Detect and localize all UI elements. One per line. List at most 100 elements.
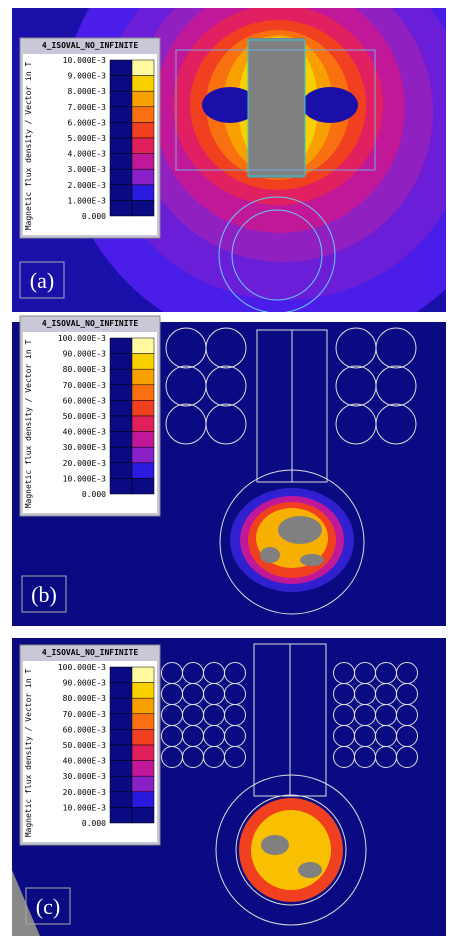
legend-level: 40.000E-3 <box>63 757 107 766</box>
legend-swatch <box>132 463 154 479</box>
legend-swatch <box>132 714 154 730</box>
legend-level: 70.000E-3 <box>63 710 107 719</box>
panel-label: (c) <box>36 894 60 919</box>
legend-swatch <box>132 91 154 107</box>
legend-swatch <box>132 76 154 92</box>
legend-level: 0.000 <box>82 212 106 221</box>
panel-label: (a) <box>30 268 54 293</box>
legend-swatch-dark <box>110 447 132 463</box>
legend-level: 4.000E-3 <box>67 150 106 159</box>
legend-swatch-dark <box>110 729 132 745</box>
legend-swatch <box>132 122 154 138</box>
legend-level: 1.000E-3 <box>67 196 106 205</box>
legend-swatch-dark <box>110 792 132 808</box>
legend-swatch-dark <box>110 60 132 76</box>
legend-swatch-dark <box>110 122 132 138</box>
legend-swatch-dark <box>110 463 132 479</box>
legend-swatch <box>132 683 154 699</box>
legend-title: 4_ISOVAL_NO_INFINITE <box>42 41 139 50</box>
legend-swatch <box>132 185 154 201</box>
legend-level: 50.000E-3 <box>63 412 107 421</box>
legend-level: 5.000E-3 <box>67 134 106 143</box>
legend-swatch-dark <box>110 185 132 201</box>
legend-title: 4_ISOVAL_NO_INFINITE <box>42 648 139 657</box>
legend-swatch <box>132 416 154 432</box>
legend-swatch-dark <box>110 354 132 370</box>
legend-swatch-dark <box>110 698 132 714</box>
legend-level: 80.000E-3 <box>63 365 107 374</box>
legend-swatch <box>132 478 154 494</box>
legend-level: 20.000E-3 <box>63 459 107 468</box>
legend-level: 50.000E-3 <box>63 741 107 750</box>
legend-level: 20.000E-3 <box>63 788 107 797</box>
legend-level: 100.000E-3 <box>58 334 106 343</box>
legend-swatch <box>132 107 154 123</box>
legend-level: 30.000E-3 <box>63 772 107 781</box>
legend-swatch-dark <box>110 200 132 216</box>
legend-swatch-dark <box>110 761 132 777</box>
legend-swatch-dark <box>110 400 132 416</box>
legend-swatch <box>132 154 154 170</box>
legend-level: 3.000E-3 <box>67 165 106 174</box>
legend-level: 90.000E-3 <box>63 679 107 688</box>
legend-level: 6.000E-3 <box>67 118 106 127</box>
legend-swatch-dark <box>110 478 132 494</box>
legend-axis-label: Magnetic flux density / Vector in T <box>24 669 33 838</box>
legend-swatch-dark <box>110 416 132 432</box>
legend-swatch-dark <box>110 714 132 730</box>
legend-level: 8.000E-3 <box>67 87 106 96</box>
legend-level: 30.000E-3 <box>63 443 107 452</box>
legend-swatch-dark <box>110 745 132 761</box>
legend-swatch-dark <box>110 807 132 823</box>
legend-swatch <box>132 369 154 385</box>
legend-level: 9.000E-3 <box>67 72 106 81</box>
legend-swatch-dark <box>110 369 132 385</box>
legend-swatch-dark <box>110 91 132 107</box>
legend-swatch <box>132 667 154 683</box>
legend-swatch-dark <box>110 107 132 123</box>
legend-swatch <box>132 792 154 808</box>
legend-swatch-dark <box>110 138 132 154</box>
legend-level: 90.000E-3 <box>63 350 107 359</box>
legend-swatch <box>132 698 154 714</box>
legend-level: 40.000E-3 <box>63 428 107 437</box>
legend-swatch-dark <box>110 169 132 185</box>
legend-level: 60.000E-3 <box>63 396 107 405</box>
legend-level: 100.000E-3 <box>58 663 106 672</box>
legend-level: 10.000E-3 <box>63 56 107 65</box>
legend-level: 70.000E-3 <box>63 381 107 390</box>
legend-swatch <box>132 354 154 370</box>
legend-swatch <box>132 60 154 76</box>
legend-swatch <box>132 776 154 792</box>
figure: 4_ISOVAL_NO_INFINITE Magnetic flux densit… <box>0 0 454 939</box>
legend-swatch <box>132 729 154 745</box>
legend-level: 0.000 <box>82 490 106 499</box>
legend-level: 2.000E-3 <box>67 181 106 190</box>
legend-swatch <box>132 447 154 463</box>
legend-level: 60.000E-3 <box>63 725 107 734</box>
legend-swatch-dark <box>110 385 132 401</box>
legend-swatch <box>132 400 154 416</box>
legend-swatch-dark <box>110 76 132 92</box>
legend-level: 80.000E-3 <box>63 694 107 703</box>
legend-swatch <box>132 200 154 216</box>
legend-swatch <box>132 138 154 154</box>
legend-swatch <box>132 432 154 448</box>
legend-swatch-dark <box>110 154 132 170</box>
legend-level: 0.000 <box>82 819 106 828</box>
legend-swatch <box>132 385 154 401</box>
legend-axis-label: Magnetic flux density / Vector in T <box>24 340 33 509</box>
legend-swatch <box>132 338 154 354</box>
legend-swatch <box>132 745 154 761</box>
legend-swatch <box>132 807 154 823</box>
legend-swatch <box>132 761 154 777</box>
legend-swatch-dark <box>110 338 132 354</box>
legend-level: 7.000E-3 <box>67 103 106 112</box>
legend-level: 10.000E-3 <box>63 474 107 483</box>
legend-level: 10.000E-3 <box>63 803 107 812</box>
legends: 4_ISOVAL_NO_INFINITE Magnetic flux densit… <box>20 38 160 924</box>
panel-label: (b) <box>31 582 57 607</box>
legend-title: 4_ISOVAL_NO_INFINITE <box>42 319 139 328</box>
legend-swatch-dark <box>110 776 132 792</box>
legend-axis-label: Magnetic flux density / Vector in T <box>24 62 33 231</box>
